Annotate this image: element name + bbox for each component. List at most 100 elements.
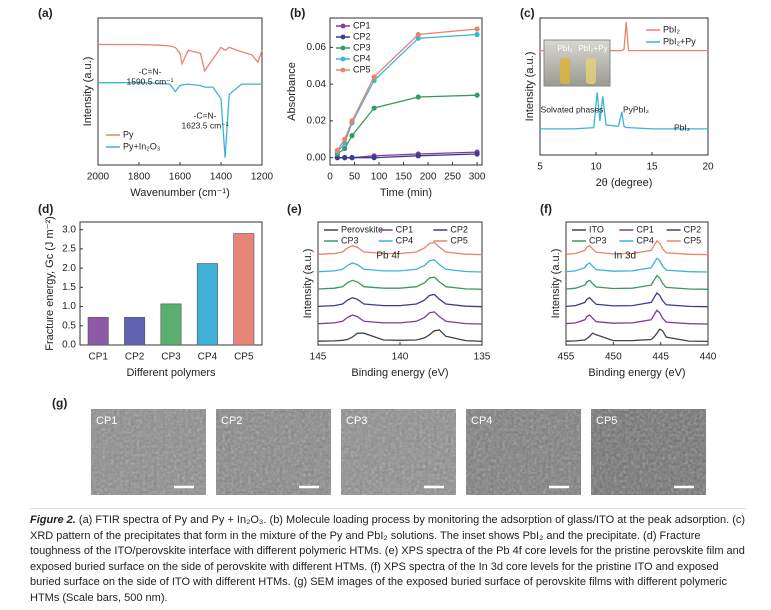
legend-marker: [340, 45, 346, 51]
sem-label: CP1: [96, 415, 117, 427]
data-point: [415, 35, 421, 41]
series-line: [565, 328, 709, 343]
y-tick-label: 0.06: [307, 42, 327, 53]
annotation: Solvated phases: [541, 104, 604, 114]
plot-frame: [565, 221, 709, 346]
sem-image: CP2: [216, 409, 331, 495]
legend-label: CP2: [353, 31, 371, 41]
plot-frame: [539, 17, 709, 156]
inset-label: PbI₂+Py: [578, 44, 607, 53]
data-point: [474, 26, 480, 32]
panel-label: (d): [38, 202, 53, 216]
legend-label: CP4: [636, 235, 654, 245]
x-tick-label: 200: [420, 172, 437, 183]
sem-texture: [466, 409, 581, 495]
legend-label: CP2: [450, 224, 468, 234]
annotation: PbI₂: [674, 122, 690, 132]
legend-label: CP1: [396, 224, 414, 234]
x-tick-label: 1600: [169, 172, 192, 183]
y-axis-label: Intensity (a.u.): [524, 52, 536, 122]
x-tick-label: CP5: [234, 352, 254, 363]
y-axis-label: Intensity (a.u.): [302, 249, 314, 319]
legend-label: CP1: [353, 20, 371, 30]
x-tick-label: 140: [392, 352, 409, 363]
data-point: [342, 145, 348, 152]
data-point: [474, 31, 480, 38]
x-axis-label: Binding energy (eV): [351, 367, 448, 379]
legend-label: CP1: [636, 224, 654, 234]
y-axis-label: Intensity (a.u.): [82, 57, 94, 127]
data-point: [474, 92, 480, 98]
x-tick-label: 450: [605, 352, 622, 363]
bar: [87, 317, 109, 346]
y-tick-label: 2.5: [62, 244, 76, 255]
x-tick-label: 1400: [210, 172, 233, 183]
y-tick-label: 1.0: [62, 301, 76, 312]
x-tick-label: 10: [590, 162, 602, 173]
data-point: [371, 105, 377, 111]
data-point: [334, 155, 340, 161]
y-tick-label: 3.0: [62, 224, 76, 235]
sem-image: CP3: [341, 409, 456, 495]
x-tick-label: CP4: [198, 352, 218, 363]
legend-marker: [340, 34, 346, 40]
y-tick-label: 0.04: [307, 79, 327, 90]
bar: [196, 263, 218, 346]
series-line: [565, 292, 709, 308]
x-tick-label: 300: [469, 172, 486, 183]
series-line: [565, 274, 709, 290]
y-tick-label: 2.0: [62, 263, 76, 274]
series-line: [98, 82, 262, 158]
data-point: [349, 118, 355, 124]
x-tick-label: 1200: [251, 172, 274, 183]
annotation: 1623.5 cm⁻¹: [181, 120, 228, 130]
x-tick-label: 135: [474, 352, 491, 363]
bar: [233, 233, 255, 346]
sem-image: CP4: [466, 409, 581, 495]
series-line: [565, 257, 709, 273]
x-tick-label: CP3: [161, 352, 181, 363]
x-tick-label: 5: [537, 162, 543, 173]
series-line: [317, 329, 483, 343]
series-line: [317, 259, 483, 273]
legend-marker: [340, 67, 346, 73]
annotation: -C=N-: [139, 66, 162, 76]
y-axis-label: Absorbance: [286, 62, 298, 121]
sem-label: CP4: [471, 415, 492, 427]
x-tick-label: 0: [327, 172, 333, 183]
legend-marker: [340, 23, 346, 29]
legend-label: CP5: [684, 235, 702, 245]
sem-image: CP1: [91, 409, 206, 495]
sem-texture: [591, 409, 706, 495]
y-axis-label: Intensity (a.u.): [550, 249, 562, 319]
data-point: [334, 147, 340, 153]
series-line: [317, 311, 483, 325]
legend-label: CP2: [684, 224, 702, 234]
data-point: [342, 136, 348, 142]
legend-label: CP3: [341, 235, 359, 245]
x-tick-label: CP2: [125, 352, 145, 363]
data-point: [371, 74, 377, 80]
sem-texture: [91, 409, 206, 495]
caption: Figure 2. (a) FTIR spectra of Py and Py …: [30, 508, 746, 606]
panel-label: (f): [540, 202, 552, 216]
x-tick-label: 440: [700, 352, 717, 363]
annotation: PyPbI₂: [623, 104, 649, 114]
data-point: [415, 94, 421, 100]
data-point: [474, 151, 480, 157]
panel-label: (a): [38, 6, 53, 20]
series-line: [565, 309, 709, 325]
x-axis-label: Different polymers: [126, 367, 216, 379]
legend-label: CP5: [450, 235, 468, 245]
data-point: [349, 133, 355, 139]
figure: (a)Intensity (a.u.)Wavenumber (cm⁻¹)2000…: [38, 6, 717, 495]
legend-label: ITO: [589, 224, 604, 234]
panel-label: (e): [287, 202, 302, 216]
sem-texture: [341, 409, 456, 495]
y-axis-label: Fracture energy, Gc (J m⁻²): [44, 216, 56, 351]
caption-text: (a) FTIR spectra of Py and Py + In₂O₃. (…: [30, 514, 746, 604]
vial: [560, 58, 570, 84]
annotation: -C=N-: [194, 110, 217, 120]
legend-label: CP3: [589, 235, 607, 245]
